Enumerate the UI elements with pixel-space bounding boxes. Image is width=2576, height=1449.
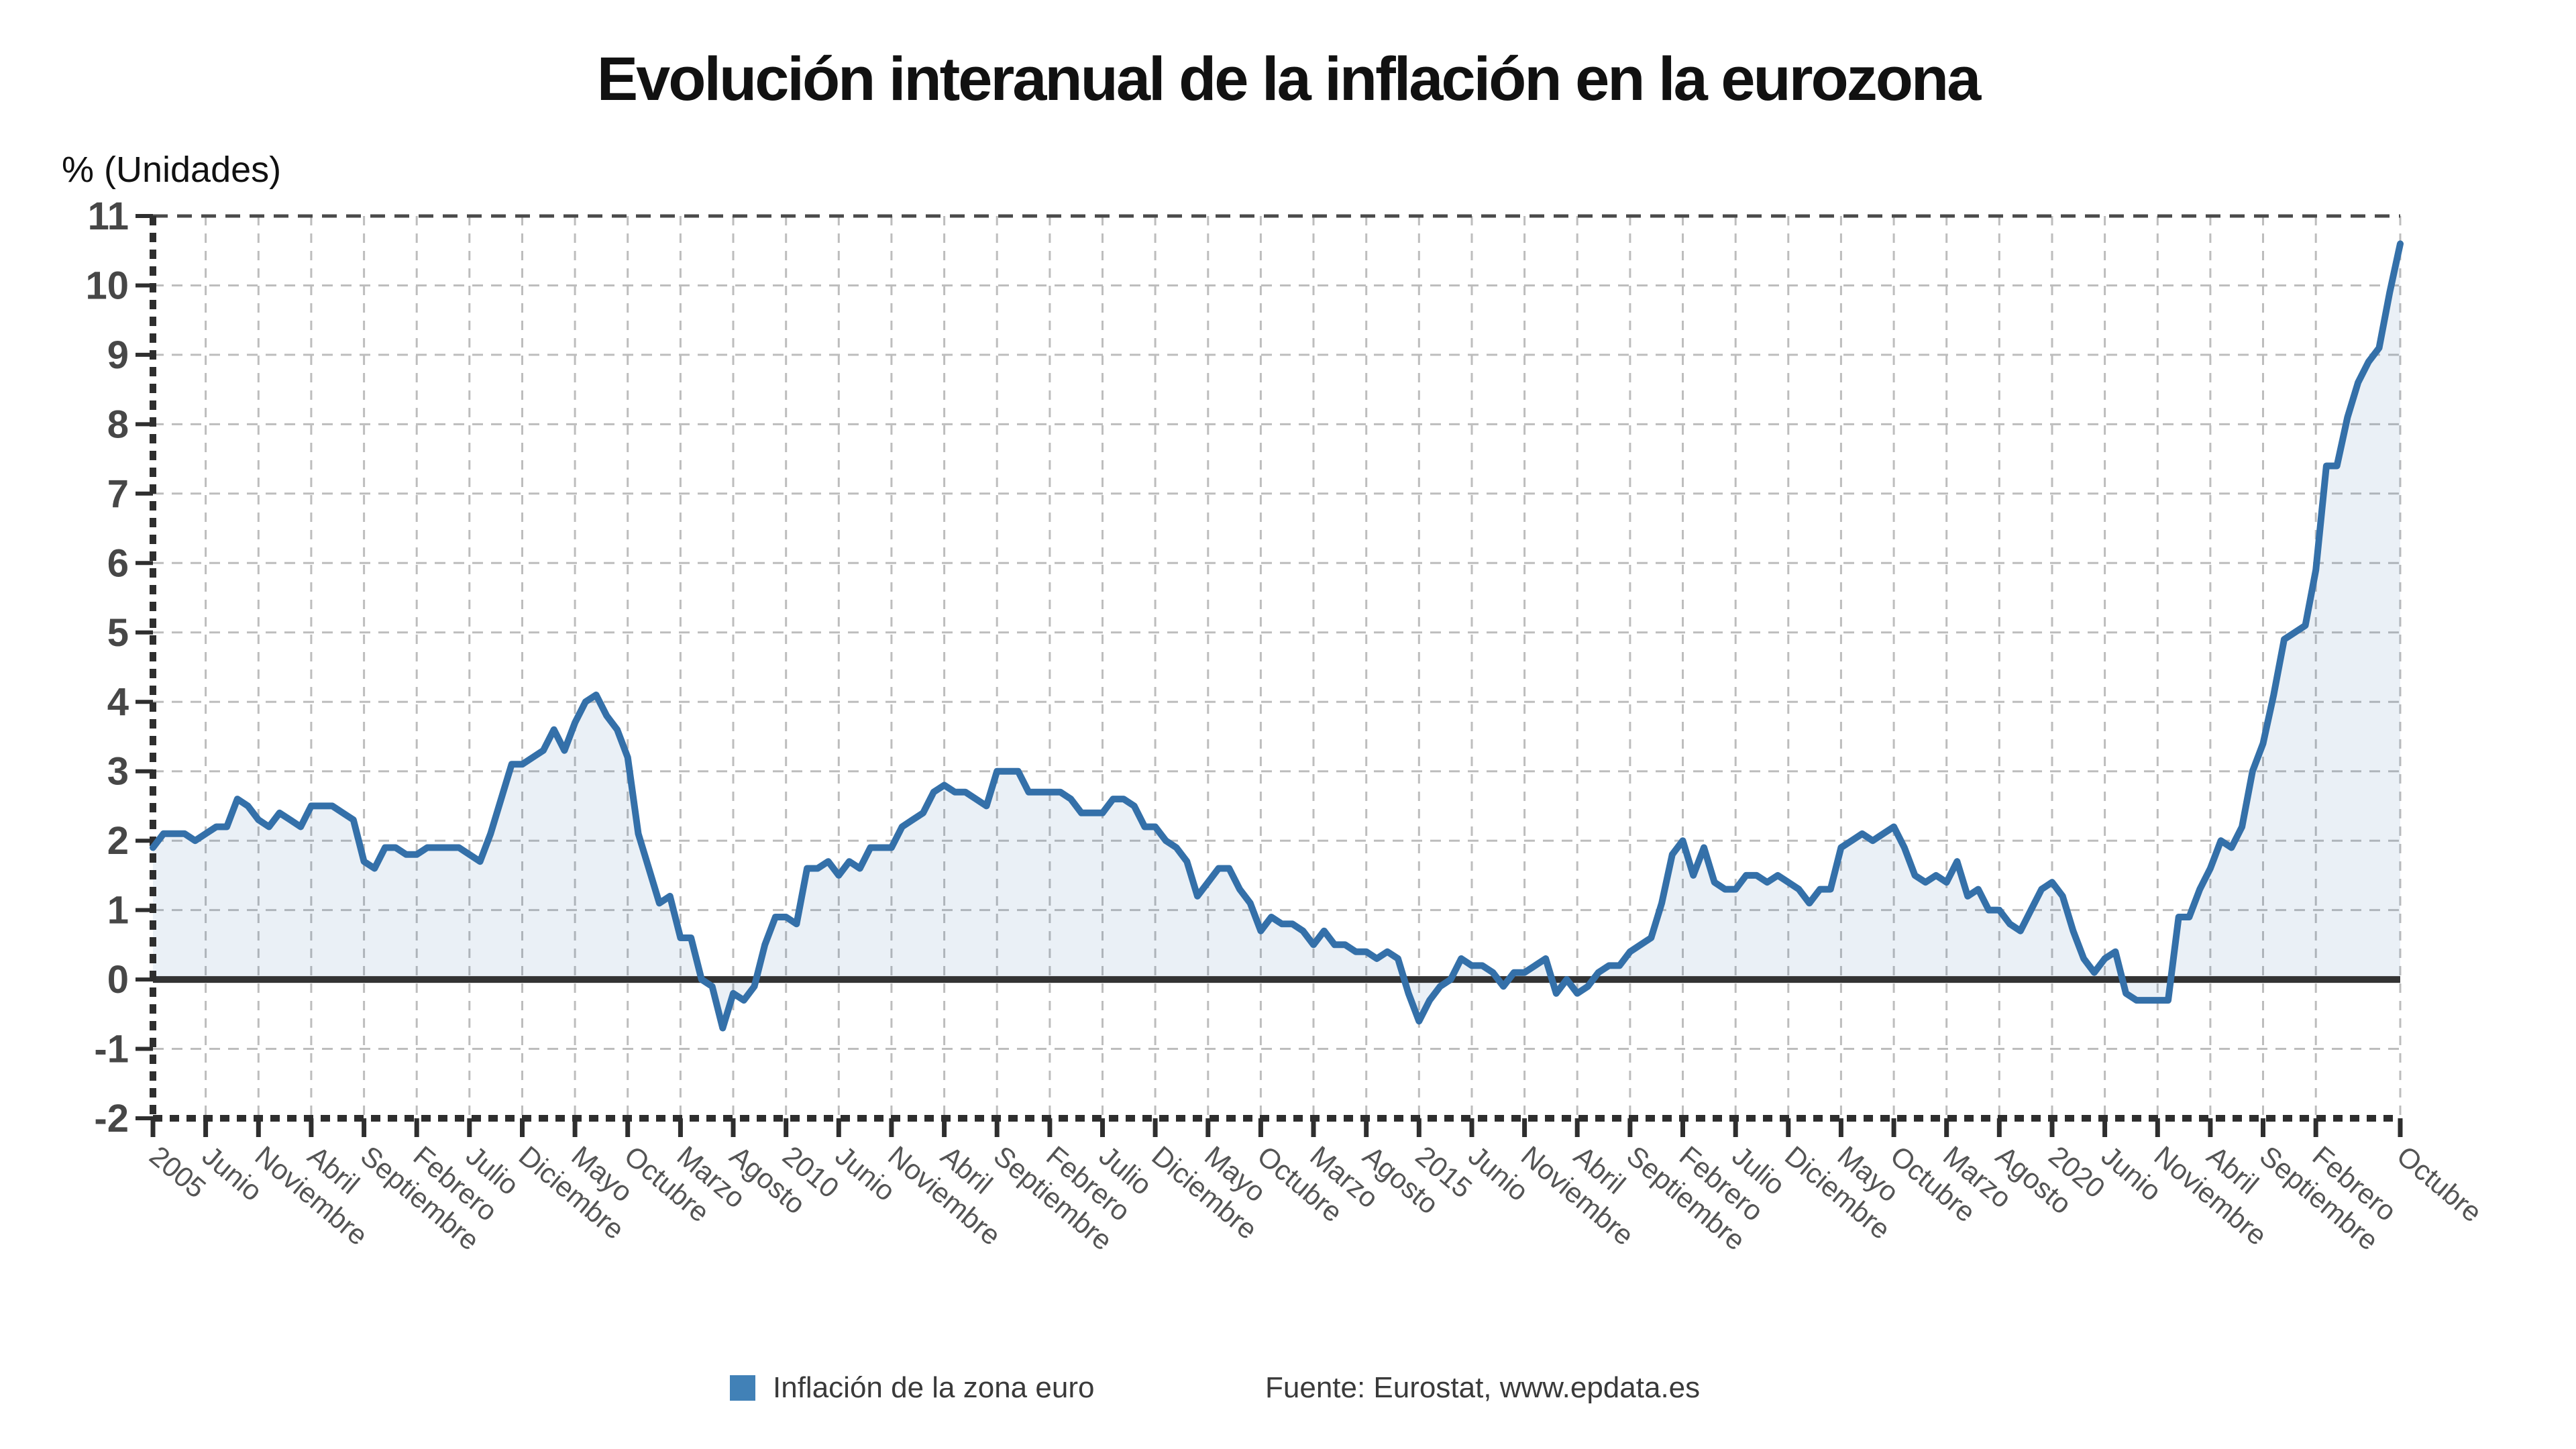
y-axis-tick-label: 6 xyxy=(107,541,129,585)
y-axis-tick-label: 4 xyxy=(107,680,129,724)
y-axis-tick-label: 1 xyxy=(107,889,129,932)
y-axis-tick-label: 5 xyxy=(107,611,129,655)
x-axis-tick-label: Junio xyxy=(1462,1140,1534,1208)
y-axis-unit-label: % (Unidades) xyxy=(62,150,282,190)
y-axis-tick-label: -2 xyxy=(94,1097,129,1140)
y-axis-tick-label: -1 xyxy=(94,1028,129,1071)
x-axis-tick-label: 2005 xyxy=(144,1140,212,1204)
legend-swatch-icon xyxy=(730,1375,755,1401)
x-axis-tick-label: Junio xyxy=(197,1140,268,1208)
series-area xyxy=(153,244,2400,1028)
x-axis-tick-label: Octubre xyxy=(2391,1140,2488,1228)
chart-title: Evolución interanual de la inflación en … xyxy=(596,45,1982,113)
legend-series-label: Inflación de la zona euro xyxy=(773,1371,1095,1404)
x-axis-tick-label: Junio xyxy=(830,1140,902,1208)
y-axis-tick-label: 7 xyxy=(107,472,129,516)
source-attribution: Fuente: Eurostat, www.epdata.es xyxy=(1265,1371,1701,1404)
y-axis-tick-label: 10 xyxy=(85,264,129,308)
series-line xyxy=(150,240,2404,1032)
y-axis-tick-label: 11 xyxy=(88,195,129,238)
legend: Inflación de la zona euro xyxy=(730,1371,1094,1405)
x-axis-tick-label: Junio xyxy=(2096,1140,2167,1208)
y-axis-tick-label: 0 xyxy=(107,958,129,1002)
y-axis-tick-label: 9 xyxy=(107,333,129,377)
y-axis-tick-label: 3 xyxy=(107,750,129,794)
y-axis-tick-label: 8 xyxy=(107,402,129,446)
y-axis-tick-label: 2 xyxy=(107,819,129,863)
